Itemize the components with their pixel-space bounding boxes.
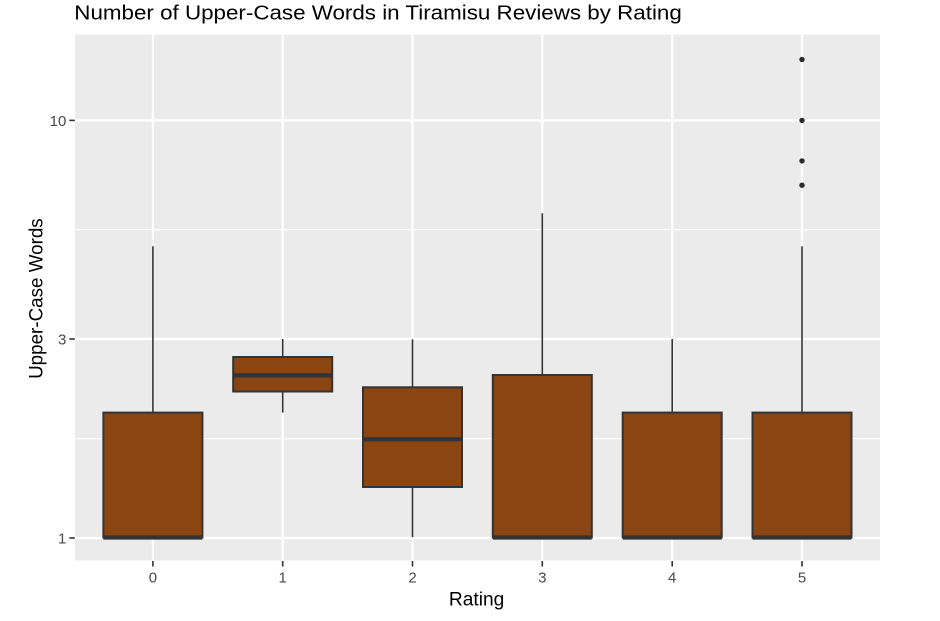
svg-text:Rating: Rating: [449, 589, 504, 610]
svg-text:2: 2: [408, 570, 416, 587]
svg-text:Upper-Case Words: Upper-Case Words: [26, 218, 47, 379]
svg-text:0: 0: [149, 570, 157, 587]
svg-text:4: 4: [668, 570, 676, 587]
svg-text:1: 1: [279, 570, 287, 587]
svg-text:10: 10: [50, 113, 67, 130]
svg-text:1: 1: [58, 530, 66, 547]
svg-text:5: 5: [798, 570, 806, 587]
svg-text:3: 3: [58, 331, 66, 348]
svg-text:3: 3: [538, 570, 546, 587]
svg-text:Number of Upper-Case Words in: Number of Upper-Case Words in Tiramisu R…: [74, 2, 682, 24]
